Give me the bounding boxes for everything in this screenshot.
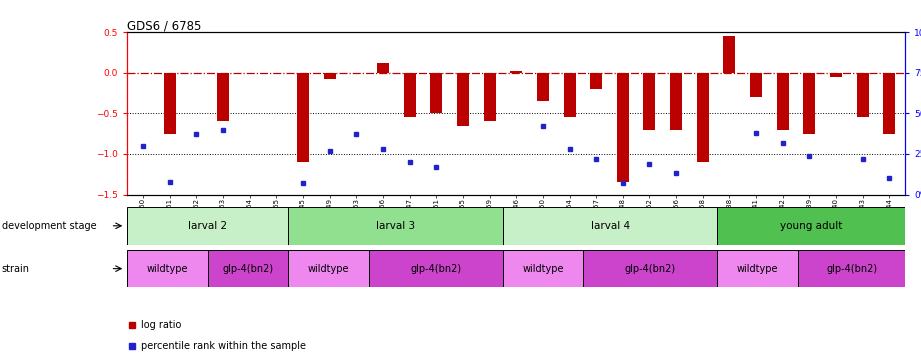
Bar bbox=[617, 73, 629, 182]
Text: larval 4: larval 4 bbox=[590, 221, 630, 231]
Text: strain: strain bbox=[2, 263, 29, 274]
Text: GDS6 / 6785: GDS6 / 6785 bbox=[127, 19, 202, 32]
Text: development stage: development stage bbox=[2, 221, 97, 231]
Bar bbox=[697, 73, 709, 162]
Bar bbox=[564, 73, 576, 117]
Text: glp-4(bn2): glp-4(bn2) bbox=[624, 263, 676, 274]
Bar bbox=[430, 73, 442, 113]
Text: wildtype: wildtype bbox=[308, 263, 349, 274]
Bar bbox=[207, 250, 288, 287]
Bar bbox=[537, 73, 549, 101]
Bar bbox=[723, 36, 736, 73]
Bar bbox=[803, 73, 815, 134]
Text: young adult: young adult bbox=[780, 221, 843, 231]
Bar bbox=[503, 207, 717, 245]
Bar bbox=[883, 73, 895, 134]
Bar bbox=[127, 250, 207, 287]
Bar bbox=[164, 73, 176, 134]
Bar bbox=[403, 73, 415, 117]
Text: larval 2: larval 2 bbox=[188, 221, 227, 231]
Bar bbox=[644, 73, 656, 130]
Bar bbox=[484, 73, 495, 121]
Text: glp-4(bn2): glp-4(bn2) bbox=[222, 263, 274, 274]
Text: larval 3: larval 3 bbox=[376, 221, 415, 231]
Bar bbox=[670, 73, 682, 130]
Bar bbox=[288, 250, 368, 287]
Bar bbox=[798, 250, 905, 287]
Bar bbox=[717, 207, 905, 245]
Text: glp-4(bn2): glp-4(bn2) bbox=[826, 263, 877, 274]
Bar bbox=[590, 73, 602, 89]
Bar bbox=[377, 63, 389, 73]
Text: percentile rank within the sample: percentile rank within the sample bbox=[141, 341, 306, 351]
Bar bbox=[323, 73, 335, 79]
Bar bbox=[457, 73, 469, 126]
Bar bbox=[368, 250, 503, 287]
Bar bbox=[583, 250, 717, 287]
Bar bbox=[288, 207, 503, 245]
Text: glp-4(bn2): glp-4(bn2) bbox=[410, 263, 461, 274]
Text: log ratio: log ratio bbox=[141, 320, 181, 330]
Bar bbox=[127, 207, 288, 245]
Bar bbox=[217, 73, 229, 121]
Bar bbox=[830, 73, 842, 77]
Bar bbox=[297, 73, 309, 162]
Text: wildtype: wildtype bbox=[522, 263, 564, 274]
Bar bbox=[857, 73, 869, 117]
Bar bbox=[503, 250, 583, 287]
Bar bbox=[750, 73, 762, 97]
Bar bbox=[510, 71, 522, 73]
Text: wildtype: wildtype bbox=[146, 263, 188, 274]
Text: wildtype: wildtype bbox=[737, 263, 778, 274]
Bar bbox=[717, 250, 798, 287]
Bar bbox=[776, 73, 788, 130]
